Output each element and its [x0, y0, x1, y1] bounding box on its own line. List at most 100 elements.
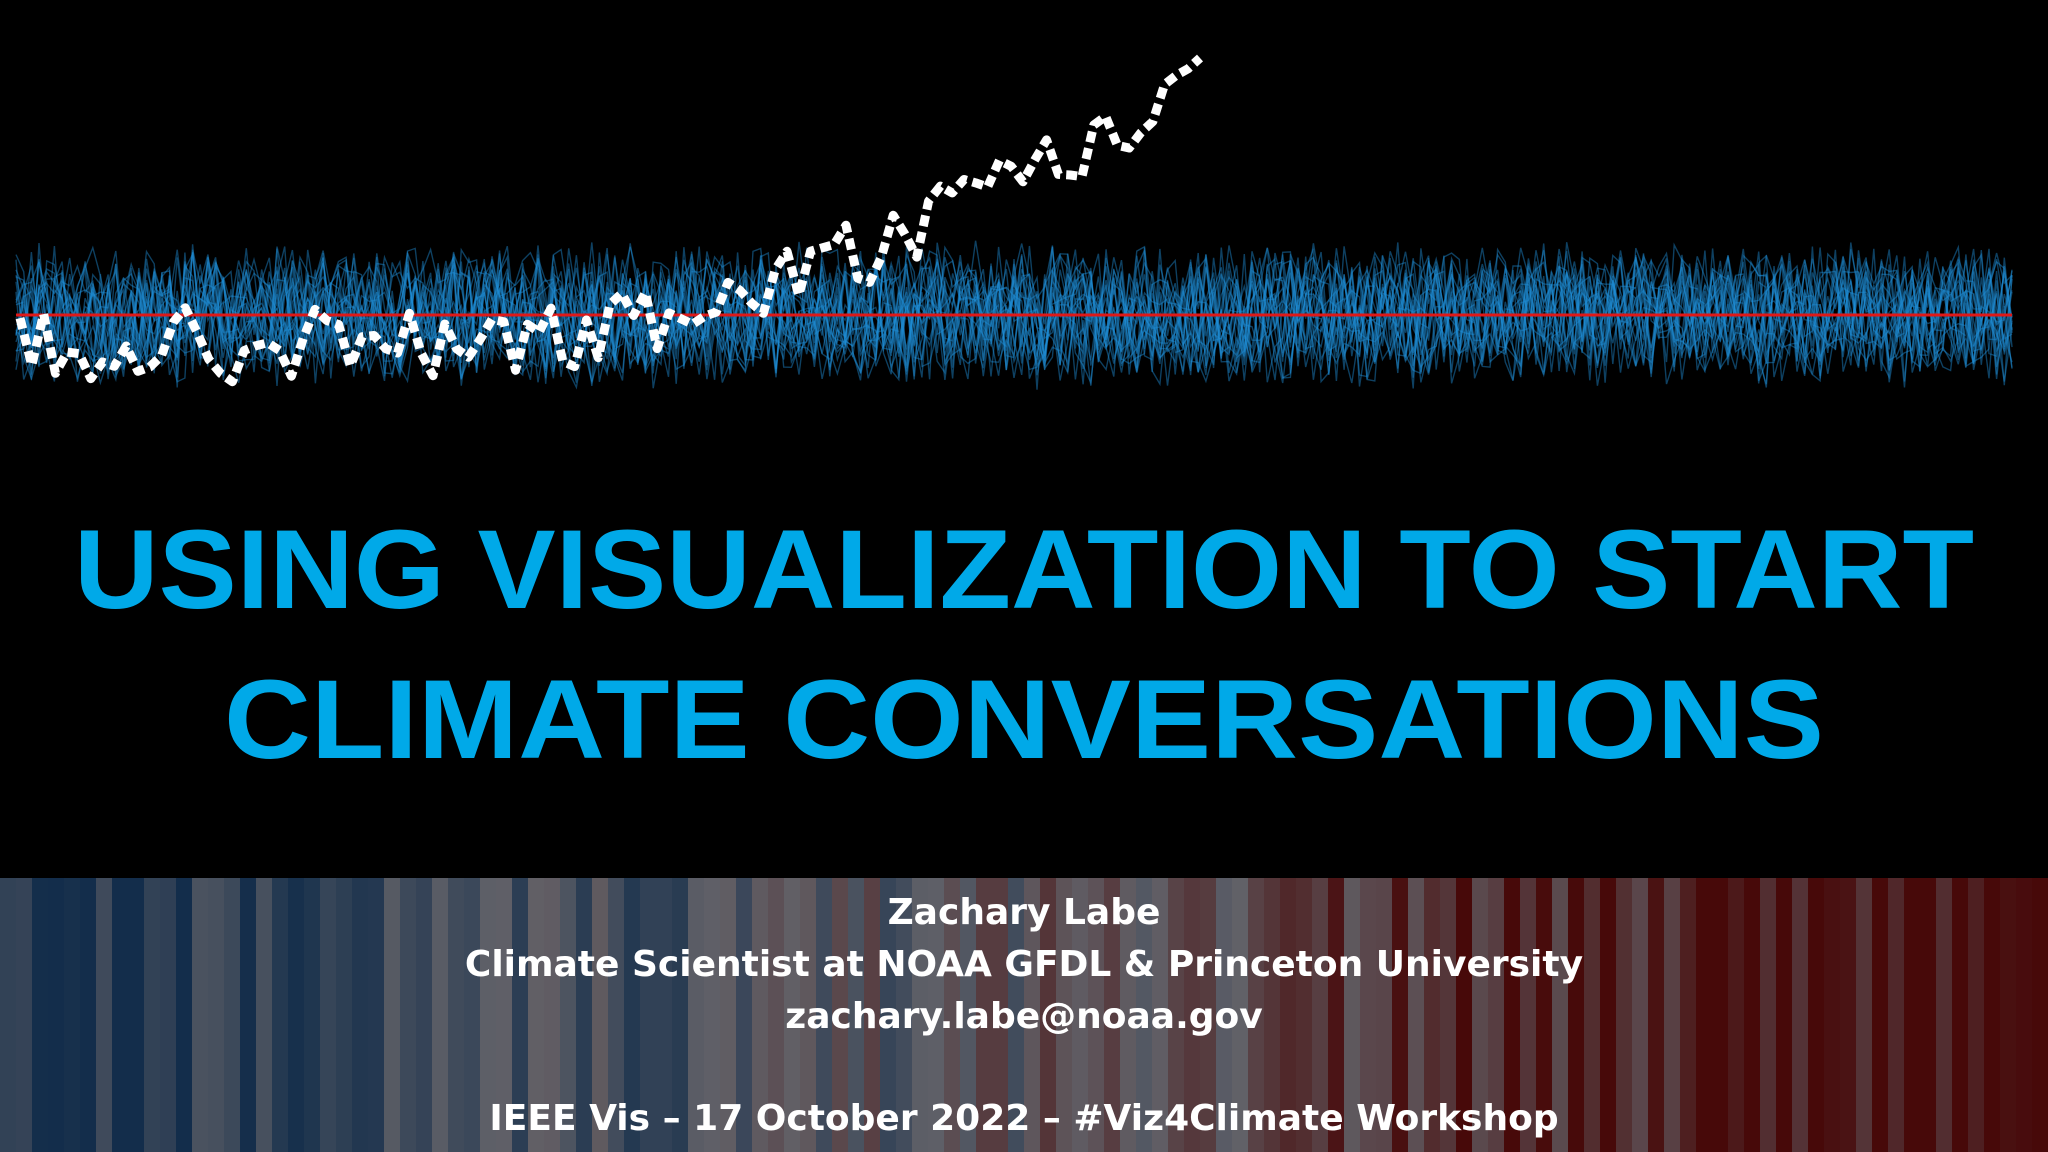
stripe: [0, 878, 17, 1152]
ensemble-line: [15, 244, 2013, 387]
stripe: [1840, 878, 1857, 1152]
stripe: [400, 878, 417, 1152]
title-line: CLIMATE CONVERSATIONS: [224, 657, 1824, 782]
stripe: [704, 878, 721, 1152]
stripe: [1712, 878, 1729, 1152]
ensemble-line: [15, 244, 2013, 386]
stripe: [1072, 878, 1089, 1152]
ensemble-line: [15, 249, 2013, 386]
stripe: [1680, 878, 1697, 1152]
ensemble-lines: [15, 240, 2013, 390]
stripe: [208, 878, 225, 1152]
stripe: [272, 878, 289, 1152]
stripe: [256, 878, 273, 1152]
stripe: [1120, 878, 1137, 1152]
stripe: [1008, 878, 1025, 1152]
ensemble-line: [15, 246, 2013, 390]
stripe: [1952, 878, 1969, 1152]
stripe: [1024, 878, 1041, 1152]
stripe: [1504, 878, 1521, 1152]
stripe: [1616, 878, 1633, 1152]
presenter-email: zachary.labe@noaa.gov: [785, 996, 1263, 1037]
stripe: [1872, 878, 1889, 1152]
stripe: [1248, 878, 1265, 1152]
ensemble-line: [15, 247, 2013, 386]
stripe: [112, 878, 129, 1152]
stripe: [1696, 878, 1713, 1152]
stripe: [656, 878, 673, 1152]
stripe: [2032, 878, 2048, 1152]
stripe: [1056, 878, 1073, 1152]
stripe: [1344, 878, 1361, 1152]
stripe: [1936, 878, 1953, 1152]
stripe: [640, 878, 657, 1152]
stripe: [1888, 878, 1905, 1152]
stripe: [752, 878, 769, 1152]
ensemble-line: [15, 242, 2013, 388]
stripes-overlay: [0, 878, 2048, 1152]
ensemble-line: [15, 248, 2013, 384]
ensemble-line: [15, 246, 2013, 378]
stripe: [1392, 878, 1409, 1152]
ensemble-line: [15, 243, 2013, 383]
ensemble-line: [15, 240, 2013, 390]
stripe: [1760, 878, 1777, 1152]
stripe: [800, 878, 817, 1152]
stripe: [1664, 878, 1681, 1152]
stripe: [1776, 878, 1793, 1152]
stripe: [416, 878, 433, 1152]
stripe: [624, 878, 641, 1152]
stripe: [2000, 878, 2017, 1152]
stripe: [288, 878, 305, 1152]
stripe: [1920, 878, 1937, 1152]
title-line: USING VISUALIZATION TO START: [74, 507, 1974, 632]
stripe: [448, 878, 465, 1152]
stripe: [816, 878, 833, 1152]
stripe: [480, 878, 497, 1152]
stripe: [1232, 878, 1249, 1152]
stripe: [176, 878, 193, 1152]
stripe: [1216, 878, 1233, 1152]
stripe: [1200, 878, 1217, 1152]
stripe: [368, 878, 385, 1152]
stripe: [336, 878, 353, 1152]
ensemble-line: [15, 242, 2013, 382]
stripe: [224, 878, 241, 1152]
stripe: [1744, 878, 1761, 1152]
stripe: [1568, 878, 1585, 1152]
stripe: [240, 878, 257, 1152]
stripe: [1904, 878, 1921, 1152]
stripe: [688, 878, 705, 1152]
stripe: [1472, 878, 1489, 1152]
stripe: [1600, 878, 1617, 1152]
stripe: [896, 878, 913, 1152]
stripe: [1152, 878, 1169, 1152]
ensemble-line: [15, 242, 2013, 380]
stripe: [560, 878, 577, 1152]
stripe: [1296, 878, 1313, 1152]
ensemble-line: [15, 246, 2013, 388]
stripe: [1328, 878, 1345, 1152]
stripe: [496, 878, 513, 1152]
stripe: [320, 878, 337, 1152]
stripe: [864, 878, 881, 1152]
stripe: [1824, 878, 1841, 1152]
stripe: [1264, 878, 1281, 1152]
stripe: [1440, 878, 1457, 1152]
stripe: [720, 878, 737, 1152]
presenter-name: Zachary Labe: [888, 892, 1161, 933]
stripe: [1584, 878, 1601, 1152]
stripe: [464, 878, 481, 1152]
ensemble-line: [15, 243, 2013, 385]
stripe: [1520, 878, 1537, 1152]
stripe: [944, 878, 961, 1152]
stripe: [544, 878, 561, 1152]
stripe: [912, 878, 929, 1152]
stripe: [32, 878, 49, 1152]
presenter-role: Climate Scientist at NOAA GFDL & Princet…: [465, 944, 1583, 985]
stripe: [1280, 878, 1297, 1152]
stripe: [1360, 878, 1377, 1152]
stripe: [848, 878, 865, 1152]
stripe: [976, 878, 993, 1152]
